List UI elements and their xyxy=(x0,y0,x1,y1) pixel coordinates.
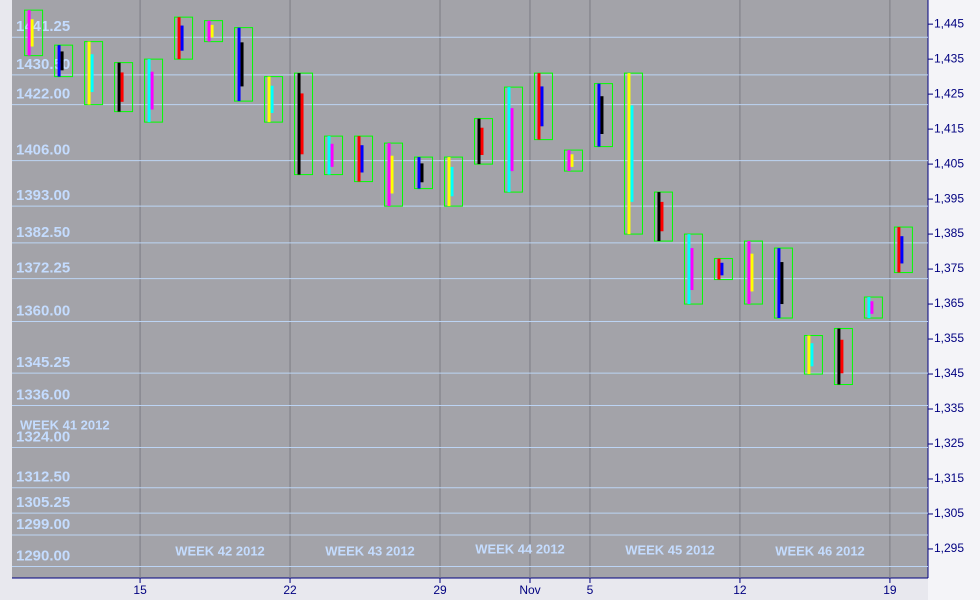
value-area xyxy=(144,58,164,123)
y-tick-label: 1,435 xyxy=(934,51,964,65)
y-tick-label: 1,425 xyxy=(934,86,964,100)
value-area xyxy=(713,258,733,281)
level-label: 1393.00 xyxy=(16,187,70,204)
level-label: 1324.00 xyxy=(16,428,70,445)
value-area xyxy=(264,76,284,123)
right-axis-area xyxy=(928,0,980,600)
y-tick-label: 1,415 xyxy=(934,121,964,135)
value-area xyxy=(773,247,793,319)
x-tick-label: Nov xyxy=(519,583,540,597)
value-area xyxy=(833,328,853,386)
y-tick-label: 1,375 xyxy=(934,261,964,275)
value-area xyxy=(893,226,913,274)
value-area xyxy=(234,27,254,102)
value-area xyxy=(114,62,134,113)
value-area xyxy=(503,86,523,193)
week-label: WEEK 42 2012 xyxy=(175,543,265,558)
x-tick-label: 29 xyxy=(433,583,447,597)
y-tick-label: 1,385 xyxy=(934,226,964,240)
value-area xyxy=(473,118,493,165)
y-tick-label: 1,445 xyxy=(934,16,964,30)
plot-area xyxy=(12,0,928,578)
y-tick-label: 1,405 xyxy=(934,156,964,170)
value-area xyxy=(683,233,703,305)
week-label: WEEK 44 2012 xyxy=(475,541,565,556)
level-label: 1305.25 xyxy=(16,494,70,511)
level-label: 1360.00 xyxy=(16,303,70,320)
value-area xyxy=(863,296,883,319)
level-label: 1312.50 xyxy=(16,469,70,486)
value-area xyxy=(294,72,314,176)
level-label: 1345.25 xyxy=(16,354,70,371)
x-tick-label: 19 xyxy=(883,583,897,597)
level-label: 1336.00 xyxy=(16,386,70,403)
y-tick-label: 1,395 xyxy=(934,191,964,205)
x-tick-label: 22 xyxy=(283,583,297,597)
level-label: 1382.50 xyxy=(16,224,70,241)
level-label: 1299.00 xyxy=(16,516,70,533)
y-tick-label: 1,335 xyxy=(934,401,964,415)
y-tick-label: 1,305 xyxy=(934,506,964,520)
value-area xyxy=(533,72,553,141)
y-tick-label: 1,315 xyxy=(934,471,964,485)
y-tick-label: 1,295 xyxy=(934,541,964,555)
value-area xyxy=(384,142,404,207)
value-area xyxy=(414,156,434,190)
x-tick-label: 15 xyxy=(133,583,147,597)
value-area xyxy=(743,240,763,305)
level-label: 1430.50 xyxy=(16,56,70,73)
level-label: 1406.00 xyxy=(16,142,70,159)
x-tick-label: 12 xyxy=(733,583,747,597)
y-tick-label: 1,365 xyxy=(934,296,964,310)
week-label: WEEK 43 2012 xyxy=(325,543,415,558)
level-label: 1290.00 xyxy=(16,547,70,564)
level-label: 1372.25 xyxy=(16,260,70,277)
y-tick-label: 1,355 xyxy=(934,331,964,345)
level-label: 1422.00 xyxy=(16,86,70,103)
value-area xyxy=(623,72,643,235)
week-label: WEEK 46 2012 xyxy=(775,543,865,558)
value-area xyxy=(174,16,194,60)
value-area xyxy=(54,44,74,78)
value-area xyxy=(324,135,344,176)
value-area xyxy=(563,149,583,172)
value-area xyxy=(24,9,44,57)
value-area xyxy=(84,41,104,106)
x-tick-label: 5 xyxy=(587,583,594,597)
y-tick-label: 1,325 xyxy=(934,436,964,450)
value-area xyxy=(204,20,224,43)
value-area xyxy=(803,335,823,375)
week-label: WEEK 41 2012 xyxy=(20,417,110,432)
value-area xyxy=(593,83,613,148)
week-label: WEEK 45 2012 xyxy=(625,542,715,557)
value-area xyxy=(354,135,374,183)
y-tick-label: 1,345 xyxy=(934,366,964,380)
value-area xyxy=(444,156,464,207)
value-area xyxy=(653,191,673,242)
